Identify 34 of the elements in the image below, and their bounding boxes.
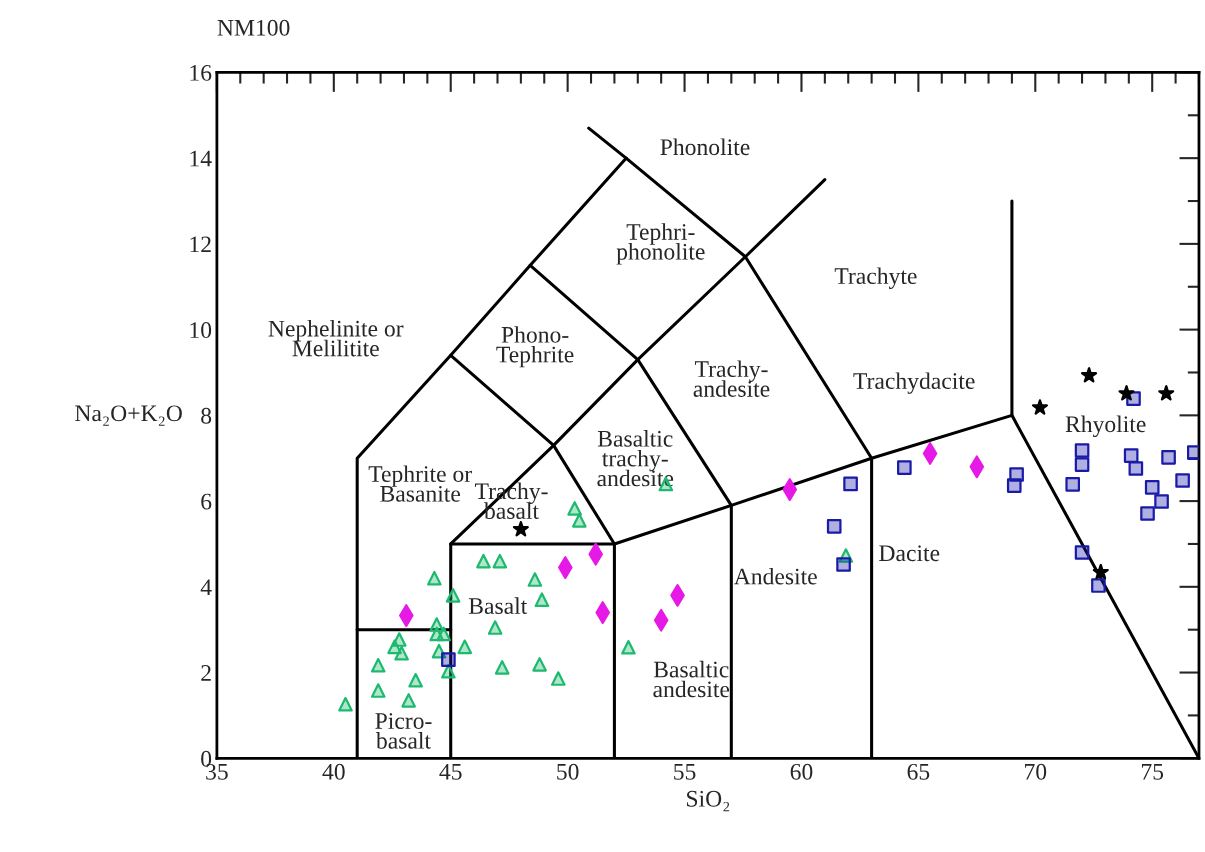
x-tick-label: 55 xyxy=(674,764,696,780)
annotation: Phonolite xyxy=(660,138,750,156)
y-tick-label: 4 xyxy=(200,579,212,596)
y-tick-label: 12 xyxy=(190,236,211,253)
y-tick-label: 2 xyxy=(201,665,211,681)
y-axis-title: Na₂O+K₂O xyxy=(75,405,182,426)
annotation: Dacite xyxy=(879,545,940,562)
annotation: Phono- Tephrite xyxy=(496,326,574,368)
x-axis-title: SiO₂ xyxy=(687,790,730,812)
y-tick-label: 6 xyxy=(201,493,212,510)
x-tick-label: 45 xyxy=(439,763,462,780)
y-tick-label: 14 xyxy=(190,150,212,167)
annotation: Trachyte xyxy=(834,267,917,289)
annotation: Tephrite or Basanite xyxy=(368,465,472,502)
annotation: Trachy- andesite xyxy=(693,360,770,397)
x-tick-label: 60 xyxy=(790,763,813,780)
annotation: Rhyolite xyxy=(1065,415,1146,438)
y-tick-label: 16 xyxy=(190,64,212,81)
x-tick-label: 50 xyxy=(557,763,579,780)
x-tick-label: 75 xyxy=(1141,764,1164,780)
x-tick-label: 65 xyxy=(907,763,930,780)
annotation: Nephelinite or Melilitite xyxy=(268,320,404,357)
annotation: Andesite xyxy=(733,567,817,585)
x-tick-label: 70 xyxy=(1025,763,1047,780)
annotation: Tephri- phonolite xyxy=(616,223,705,265)
annotation: Basalt xyxy=(468,597,528,614)
annotation: Basaltic trachy- andesite xyxy=(597,430,674,487)
annotation: Picro- basalt xyxy=(375,713,432,749)
x-tick-label: 40 xyxy=(322,763,345,780)
annotation: Trachydacite xyxy=(853,372,975,394)
y-tick-label: 10 xyxy=(190,322,212,339)
y-tick-label: 8 xyxy=(201,407,212,424)
chart-title: NM100 xyxy=(217,19,290,36)
annotation: Basaltic andesite xyxy=(653,660,730,698)
